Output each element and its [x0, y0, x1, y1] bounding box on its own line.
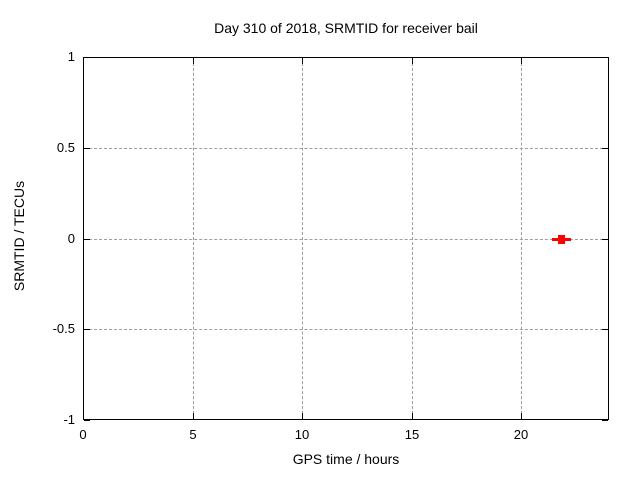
y-tick-label: 0.5 [56, 140, 75, 155]
y-tick-label: 1 [67, 49, 75, 64]
y-tick-mark [84, 57, 90, 58]
x-tick-mark [521, 58, 522, 64]
y-gridline [84, 239, 608, 240]
x-tick-label: 5 [189, 427, 197, 442]
y-tick-mark [602, 148, 608, 149]
y-tick-mark [602, 239, 608, 240]
x-tick-mark [193, 58, 194, 64]
x-tick-mark [302, 58, 303, 64]
y-tick-label: -0.5 [52, 321, 75, 336]
x-axis-label: GPS time / hours [292, 451, 400, 467]
x-tick-mark [83, 58, 84, 64]
y-tick-mark [602, 329, 608, 330]
x-tick-mark [302, 413, 303, 419]
y-tick-mark [84, 148, 90, 149]
y-tick-label: -1 [63, 412, 75, 427]
chart-title: Day 310 of 2018, SRMTID for receiver bai… [214, 20, 478, 36]
y-tick-mark [84, 239, 90, 240]
x-tick-mark [83, 413, 84, 419]
x-tick-label: 0 [79, 427, 87, 442]
x-tick-label: 10 [294, 427, 310, 442]
y-axis-label: SRMTID / TECUs [11, 180, 27, 292]
y-tick-mark [602, 420, 608, 421]
x-tick-mark [412, 413, 413, 419]
data-point-marker [558, 235, 565, 244]
y-gridline [84, 329, 608, 330]
x-gridline [193, 58, 194, 419]
x-tick-label: 20 [513, 427, 529, 442]
y-tick-label: 0 [67, 231, 75, 246]
y-tick-mark [602, 57, 608, 58]
x-tick-mark [193, 413, 194, 419]
x-tick-label: 15 [404, 427, 420, 442]
x-gridline [412, 58, 413, 419]
x-gridline [302, 58, 303, 419]
y-tick-mark [84, 420, 90, 421]
plot-border [83, 57, 609, 420]
x-gridline [521, 58, 522, 419]
y-tick-mark [84, 329, 90, 330]
y-gridline [84, 148, 608, 149]
x-tick-mark [412, 58, 413, 64]
x-tick-mark [521, 413, 522, 419]
